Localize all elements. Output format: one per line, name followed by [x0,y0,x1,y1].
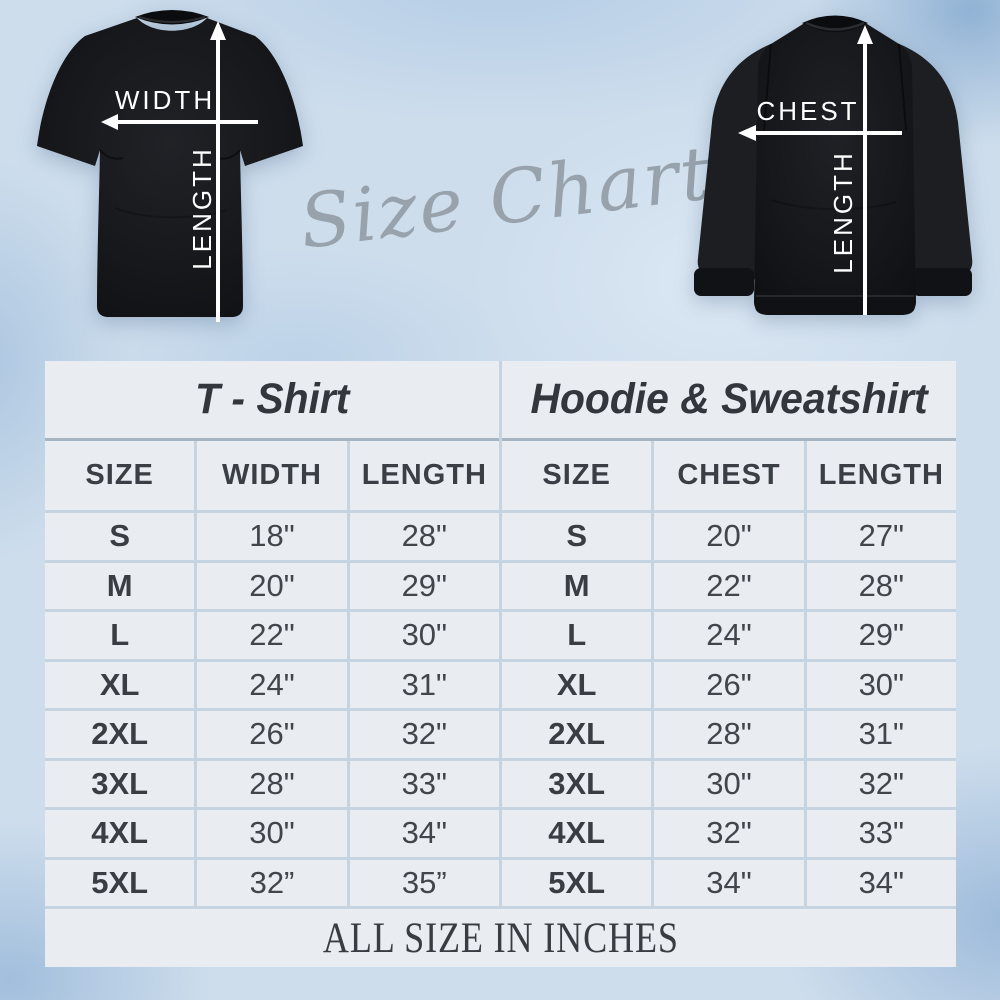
value-cell: 26" [654,661,804,708]
table-footer: ALL SIZE IN INCHES [45,909,956,967]
size-cell: M [45,562,195,609]
size-cell: 5XL [501,859,652,906]
width-arrow [101,114,258,130]
tshirt-section-title: T - Shirt [45,361,499,438]
sweatshirt-hem-band [755,296,915,315]
hoodie-col-chest: CHEST [654,441,804,510]
tshirt-col-length: LENGTH [349,441,499,510]
value-cell: 31" [349,661,499,708]
size-cell: 2XL [45,711,195,758]
value-cell: 28" [197,760,347,807]
value-cell: 34" [349,810,499,857]
value-cell: 30" [197,810,347,857]
value-cell: 30" [654,760,804,807]
size-cell: 3XL [45,760,195,807]
value-cell: 29" [806,612,956,659]
length-label: LENGTH [187,146,217,269]
value-cell: 32” [197,859,347,906]
script-title: Size Chart [295,130,717,266]
size-cell: XL [45,661,195,708]
value-cell: 28" [654,711,804,758]
hoodie-col-size: SIZE [501,441,652,510]
value-cell: 30" [349,612,499,659]
hoodie-section-title: Hoodie & Sweatshirt [501,361,956,438]
value-cell: 32" [654,810,804,857]
value-cell: 28" [349,513,499,560]
value-cell: 18" [197,513,347,560]
value-cell: 24" [654,612,804,659]
tshirt-photo: WIDTH LENGTH [37,10,303,322]
size-cell: M [501,562,652,609]
length-arrow [857,25,873,315]
tshirt-col-width: WIDTH [197,441,347,510]
tshirt-shape [37,18,303,317]
size-cell: 2XL [501,711,652,758]
chest-label: CHEST [756,96,859,126]
hoodie-col-length: LENGTH [806,441,956,510]
length-arrow [210,21,226,322]
value-cell: 32" [349,711,499,758]
value-cell: 33" [349,760,499,807]
value-cell: 34" [806,859,956,906]
size-cell: 3XL [501,760,652,807]
sweatshirt-body [754,19,916,313]
value-cell: 34" [654,859,804,906]
sweatshirt-left-cuff [694,268,754,296]
width-label: WIDTH [115,85,215,115]
value-cell: 28" [806,562,956,609]
value-cell: 20" [197,562,347,609]
size-cell: 4XL [501,810,652,857]
hoodie-section-title-text: Hoodie & Sweatshirt [530,375,928,423]
value-cell: 31" [806,711,956,758]
value-cell: 24" [197,661,347,708]
chest-arrow [738,125,902,141]
size-cell: L [45,612,195,659]
value-cell: 30" [806,661,956,708]
sweatshirt-right-cuff [912,268,972,296]
value-cell: 32" [806,760,956,807]
size-cell: 4XL [45,810,195,857]
value-cell: 29" [349,562,499,609]
size-cell: S [501,513,652,560]
table-footer-text: ALL SIZE IN INCHES [322,914,679,962]
size-cell: L [501,612,652,659]
tshirt-col-size: SIZE [45,441,195,510]
size-cell: 5XL [45,859,195,906]
tshirt-section-title-text: T - Shirt [194,375,350,423]
value-cell: 22" [654,562,804,609]
size-cell: S [45,513,195,560]
value-cell: 22" [197,612,347,659]
value-cell: 26" [197,711,347,758]
size-table: T - Shirt Hoodie & Sweatshirt SIZE WIDTH… [45,361,956,967]
value-cell: 33" [806,810,956,857]
length-label: LENGTH [828,150,858,273]
value-cell: 35” [349,859,499,906]
sweatshirt-photo: CHEST LENGTH [694,15,973,315]
value-cell: 20" [654,513,804,560]
size-cell: XL [501,661,652,708]
value-cell: 27" [806,513,956,560]
